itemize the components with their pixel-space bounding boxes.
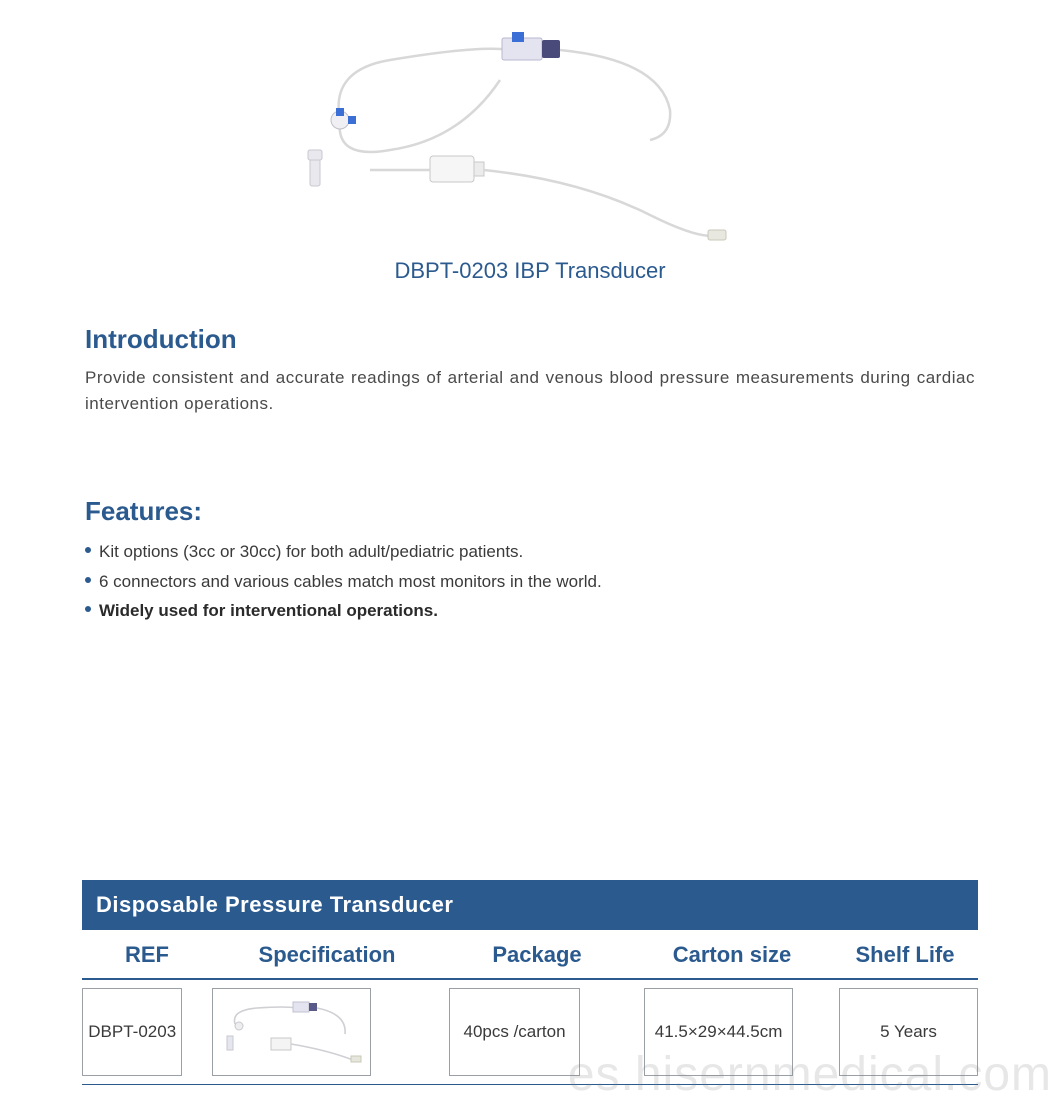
cell-ref: DBPT-0203 [82,988,182,1076]
cell-spec [212,988,370,1076]
features-section: Features: Kit options (3cc or 30cc) for … [0,496,1060,626]
cell-package: 40pcs /carton [449,988,580,1076]
product-image-area [0,0,1060,250]
introduction-heading: Introduction [85,324,975,355]
features-heading: Features: [85,496,975,527]
column-header-spec: Specification [212,942,442,968]
column-header-package: Package [442,942,632,968]
watermark: es.hisernmedical.com [568,1047,1052,1102]
spec-thumbnail-icon [217,996,367,1068]
column-header-ref: REF [82,942,212,968]
feature-item: Kit options (3cc or 30cc) for both adult… [85,537,975,567]
feature-list: Kit options (3cc or 30cc) for both adult… [85,537,975,626]
feature-item: Widely used for interventional operation… [85,596,975,626]
introduction-text: Provide consistent and accurate readings… [85,365,975,416]
column-header-carton: Carton size [632,942,832,968]
introduction-section: Introduction Provide consistent and accu… [0,324,1060,416]
table-header-row: REF Specification Package Carton size Sh… [82,930,978,980]
feature-item: 6 connectors and various cables match mo… [85,567,975,597]
product-image [280,20,740,250]
product-title: DBPT-0203 IBP Transducer [0,258,1060,284]
table-title: Disposable Pressure Transducer [82,880,978,930]
column-header-shelf: Shelf Life [832,942,978,968]
